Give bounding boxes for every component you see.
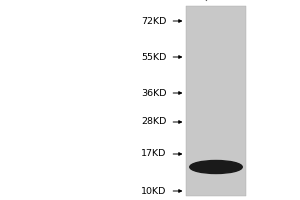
Text: 28KD: 28KD xyxy=(141,117,167,127)
Ellipse shape xyxy=(190,160,242,173)
Bar xyxy=(186,6,246,196)
Text: 36KD: 36KD xyxy=(141,88,167,98)
Text: 72KD: 72KD xyxy=(141,17,167,25)
Text: 55KD: 55KD xyxy=(141,52,167,62)
Text: Hela: Hela xyxy=(201,0,225,2)
Text: 10KD: 10KD xyxy=(141,186,167,196)
Text: 17KD: 17KD xyxy=(141,150,167,158)
